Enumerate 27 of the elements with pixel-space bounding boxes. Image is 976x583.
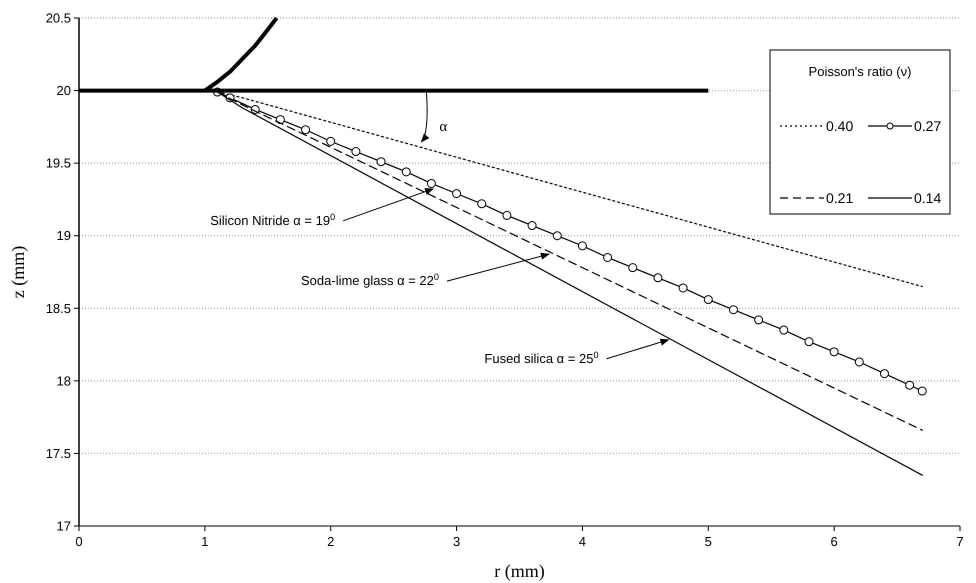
x-axis-title: r (mm) (494, 561, 545, 581)
x-tick-label: 2 (327, 534, 334, 549)
annotation: Soda-lime glass α = 22$^{0}$ (301, 272, 439, 288)
y-tick-label: 17 (56, 518, 71, 534)
annotation: α (439, 118, 448, 135)
y-axis-title: z (mm) (8, 246, 28, 298)
x-tick-label: 7 (956, 534, 964, 549)
y-tick-label: 19.5 (46, 156, 71, 171)
y-tick-label: 20.5 (46, 10, 71, 26)
x-tick-label: 4 (578, 534, 586, 549)
annotation: Silicon Nitride α = 19$^{0}$ (210, 212, 336, 228)
x-tick-label: 3 (452, 534, 460, 549)
y-tick-label: 19 (56, 228, 71, 244)
x-tick-label: 0 (75, 534, 83, 549)
legend-label: 0.14 (914, 190, 942, 206)
annotation: Fused silica α = 25$^{0}$ (484, 350, 599, 366)
x-tick-label: 5 (704, 534, 712, 549)
y-tick-label: 20 (56, 83, 71, 98)
legend-label: 0.21 (826, 190, 854, 206)
x-tick-label: 6 (830, 534, 838, 549)
y-tick-label: 17.5 (46, 446, 71, 461)
y-tick-label: 18 (56, 373, 71, 388)
legend-title: Poisson's ratio (ν) (808, 64, 912, 79)
x-tick-label: 1 (201, 534, 208, 549)
y-tick-label: 18.5 (46, 300, 71, 316)
legend-label: 0.27 (914, 118, 942, 134)
legend-label: 0.40 (826, 118, 854, 134)
